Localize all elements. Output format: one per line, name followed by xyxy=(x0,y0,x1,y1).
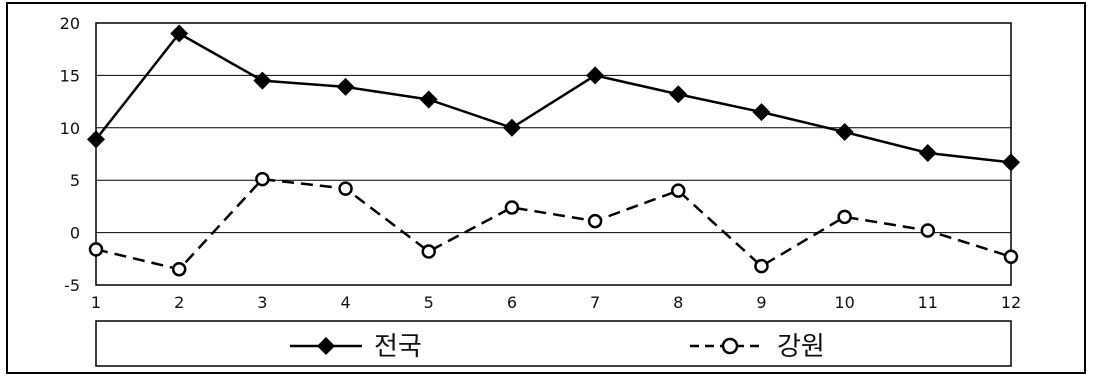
y-tick-label: 0 xyxy=(70,224,80,243)
x-axis-tick-labels: 1 2 3 4 5 6 7 8 9 10 11 12 xyxy=(91,293,1021,312)
data-point-circle xyxy=(1003,249,1019,264)
series-line-nationwide xyxy=(95,32,1012,164)
x-tick-label: 3 xyxy=(257,293,267,312)
data-point-circle xyxy=(920,223,936,238)
legend-item-gangwon: 강원 xyxy=(690,332,825,362)
x-tick-label: 2 xyxy=(174,293,184,312)
data-point-diamond xyxy=(669,85,688,104)
x-tick-label: 5 xyxy=(424,293,434,312)
x-tick-label: 6 xyxy=(507,293,517,312)
data-point-circle xyxy=(504,200,520,215)
data-point-diamond xyxy=(87,130,105,149)
x-tick-label: 7 xyxy=(590,293,600,312)
y-axis-tick-labels: -5 0 5 10 15 20 xyxy=(60,14,80,295)
data-point-diamond xyxy=(752,103,771,122)
legend-label-nationwide: 전국 xyxy=(374,332,422,362)
legend-diamond-marker-icon xyxy=(317,337,335,355)
plot-area xyxy=(95,22,1012,286)
legend-label-gangwon: 강원 xyxy=(777,332,825,362)
data-point-circle xyxy=(338,181,353,196)
x-tick-label: 1 xyxy=(91,293,101,312)
y-tick-label: 10 xyxy=(60,119,80,138)
data-point-circle xyxy=(837,209,852,225)
legend-item-nationwide: 전국 xyxy=(290,332,422,362)
data-point-diamond xyxy=(419,90,438,109)
data-point-circle xyxy=(171,262,187,277)
legend-circle-marker-icon xyxy=(721,337,739,355)
y-tick-label: 5 xyxy=(70,171,80,190)
x-tick-label: 10 xyxy=(834,293,854,312)
y-tick-label: 15 xyxy=(60,66,80,85)
x-tick-label: 4 xyxy=(340,293,350,312)
data-point-diamond xyxy=(918,143,937,162)
data-point-diamond xyxy=(502,118,521,137)
data-point-circle xyxy=(255,171,270,187)
data-point-circle xyxy=(421,244,436,259)
data-point-diamond xyxy=(586,66,605,85)
data-point-circle xyxy=(754,258,769,274)
data-point-circle xyxy=(671,183,686,198)
data-point-diamond xyxy=(1002,153,1020,172)
x-tick-label: 9 xyxy=(756,293,766,312)
x-tick-label: 11 xyxy=(918,293,938,312)
x-tick-label: 12 xyxy=(1001,293,1021,312)
data-point-diamond xyxy=(170,24,189,43)
x-tick-label: 8 xyxy=(673,293,683,312)
data-point-circle xyxy=(587,213,603,229)
data-point-diamond xyxy=(336,77,355,96)
legend-box xyxy=(95,320,1012,367)
gridlines xyxy=(96,74,1011,234)
y-tick-label: 20 xyxy=(60,14,80,33)
series-layer xyxy=(87,24,1020,277)
y-tick-label: -5 xyxy=(64,276,80,295)
series-line-gangwon xyxy=(95,177,1012,271)
data-point-circle xyxy=(88,242,104,257)
data-point-diamond xyxy=(835,122,854,141)
data-point-diamond xyxy=(253,71,272,90)
